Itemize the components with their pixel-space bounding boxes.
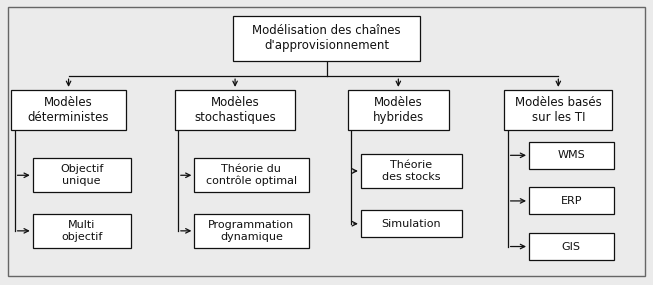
Text: Théorie du
contrôle optimal: Théorie du contrôle optimal: [206, 164, 297, 186]
Bar: [529, 142, 614, 169]
Text: Modèles
stochastiques: Modèles stochastiques: [194, 96, 276, 124]
Text: Théorie
des stocks: Théorie des stocks: [382, 160, 441, 182]
Bar: [529, 233, 614, 260]
Text: Multi
objectif: Multi objectif: [61, 220, 103, 242]
Text: Modèles basés
sur les TI: Modèles basés sur les TI: [515, 96, 601, 124]
Bar: [195, 214, 308, 248]
Bar: [174, 90, 295, 130]
Bar: [529, 188, 614, 214]
Text: Simulation: Simulation: [381, 219, 441, 229]
Text: Modèles
déterministes: Modèles déterministes: [28, 96, 109, 124]
Bar: [12, 90, 125, 130]
Text: GIS: GIS: [562, 241, 581, 252]
Bar: [360, 154, 462, 188]
Bar: [234, 16, 420, 61]
Text: WMS: WMS: [558, 150, 585, 160]
Bar: [33, 158, 131, 192]
Bar: [360, 210, 462, 237]
Text: Objectif
unique: Objectif unique: [60, 164, 103, 186]
Bar: [347, 90, 449, 130]
Bar: [33, 214, 131, 248]
Text: Modélisation des chaînes
d'approvisionnement: Modélisation des chaînes d'approvisionne…: [252, 25, 401, 52]
Bar: [195, 158, 308, 192]
Bar: [505, 90, 613, 130]
Text: Programmation
dynamique: Programmation dynamique: [208, 220, 295, 242]
Text: Modèles
hybrides: Modèles hybrides: [373, 96, 424, 124]
Text: ERP: ERP: [561, 196, 582, 206]
